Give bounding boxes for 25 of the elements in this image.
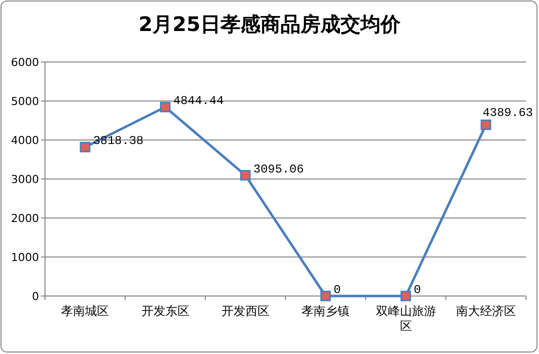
point bbox=[160, 102, 170, 112]
x-tick-label: 孝南城区 bbox=[61, 304, 110, 318]
y-tick-label: 4000 bbox=[11, 134, 39, 147]
x-tick-label: 孝南乡镇 bbox=[302, 304, 350, 318]
point bbox=[400, 290, 411, 302]
y-tick-label: 6000 bbox=[11, 56, 39, 69]
y-tick-label: 2000 bbox=[11, 212, 39, 225]
point bbox=[480, 120, 492, 130]
y-tick-label: 1000 bbox=[11, 251, 39, 264]
x-tick-label: 开发东区 bbox=[141, 304, 190, 318]
data-label: 0 bbox=[334, 283, 341, 297]
x-tick-label: 双峰山旅游区 bbox=[376, 304, 436, 333]
data-label: 4389.63 bbox=[482, 106, 533, 120]
x-tick-label: 开发西区 bbox=[221, 304, 270, 318]
point bbox=[240, 170, 251, 181]
data-label: 3095.06 bbox=[253, 162, 304, 176]
point bbox=[80, 142, 90, 152]
point bbox=[320, 290, 331, 302]
y-tick-label: 5000 bbox=[11, 95, 39, 108]
chart-title: 2月25日孝感商品房成交均价 bbox=[138, 12, 402, 36]
data-label: 4844.44 bbox=[173, 94, 224, 108]
x-tick-label: 南大经济区 bbox=[456, 304, 516, 318]
y-tick-label: 0 bbox=[32, 290, 39, 303]
data-label: 0 bbox=[414, 283, 421, 297]
y-tick-label: 3000 bbox=[11, 173, 39, 186]
